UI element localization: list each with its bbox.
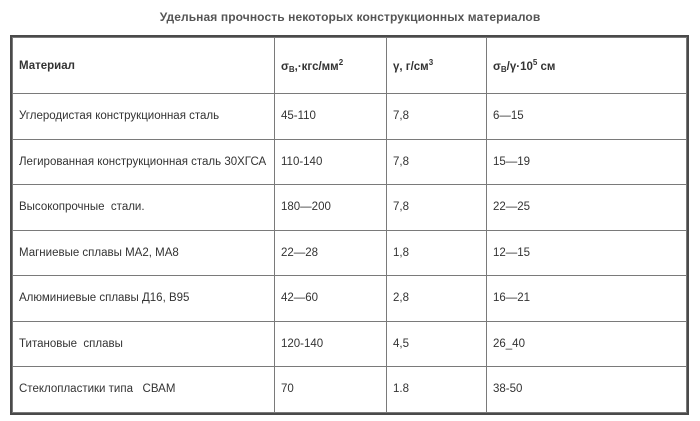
cell-strength: 22—28 — [274, 229, 387, 276]
cell-strength: 120-140 — [274, 320, 387, 367]
cell-material: Магниевые сплавы МА2, МА8 — [12, 229, 275, 276]
cell-strength: 70 — [274, 366, 387, 413]
cell-material: Углеродистая конструкционная сталь — [12, 93, 275, 140]
cell-specific-strength: 6—15 — [486, 93, 687, 140]
cell-specific-strength: 15—19 — [486, 138, 687, 185]
cell-density: 4,5 — [386, 320, 487, 367]
table-row: Титановые сплавы 120-140 4,5 26_40 — [12, 320, 687, 367]
cell-specific-strength: 16—21 — [486, 275, 687, 322]
table-row: Легированная конструкционная сталь 30ХГС… — [12, 138, 687, 185]
cell-strength: 45-110 — [274, 93, 387, 140]
cell-density: 7,8 — [386, 93, 487, 140]
cell-material: Легированная конструкционная сталь 30ХГС… — [12, 138, 275, 185]
cell-material: Высокопрочные стали. — [12, 184, 275, 231]
cell-density: 2,8 — [386, 275, 487, 322]
materials-table: Материал σB,·кгс/мм2 γ, г/см3 σB/γ·105 с… — [10, 35, 689, 415]
cell-specific-strength: 38-50 — [486, 366, 687, 413]
cell-density: 7,8 — [386, 138, 487, 185]
table-row: Высокопрочные стали. 180—200 7,8 22—25 — [12, 184, 687, 231]
cell-specific-strength: 26_40 — [486, 320, 687, 367]
cell-density: 1.8 — [386, 366, 487, 413]
cell-density: 1,8 — [386, 229, 487, 276]
cell-material: Титановые сплавы — [12, 320, 275, 367]
cell-strength: 42—60 — [274, 275, 387, 322]
cell-strength: 180—200 — [274, 184, 387, 231]
table-row: Углеродистая конструкционная сталь 45-11… — [12, 93, 687, 140]
table-row: Магниевые сплавы МА2, МА8 22—28 1,8 12—1… — [12, 229, 687, 276]
table-caption: Удельная прочность некоторых конструкцио… — [159, 10, 541, 24]
cell-material: Стеклопластики типа СВАМ — [12, 366, 275, 413]
table-row: Стеклопластики типа СВАМ 70 1.8 38-50 — [12, 366, 687, 413]
header-specific-strength: σB/γ·105 см — [486, 37, 687, 94]
header-density: γ, г/см3 — [386, 37, 487, 94]
table-row: Алюминиевые сплавы Д16, В95 42—60 2,8 16… — [12, 275, 687, 322]
header-strength: σB,·кгс/мм2 — [274, 37, 387, 94]
header-row: Материал σB,·кгс/мм2 γ, г/см3 σB/γ·105 с… — [12, 37, 687, 94]
cell-specific-strength: 22—25 — [486, 184, 687, 231]
cell-density: 7,8 — [386, 184, 487, 231]
header-material: Материал — [12, 37, 275, 94]
cell-specific-strength: 12—15 — [486, 229, 687, 276]
cell-strength: 110-140 — [274, 138, 387, 185]
cell-material: Алюминиевые сплавы Д16, В95 — [12, 275, 275, 322]
